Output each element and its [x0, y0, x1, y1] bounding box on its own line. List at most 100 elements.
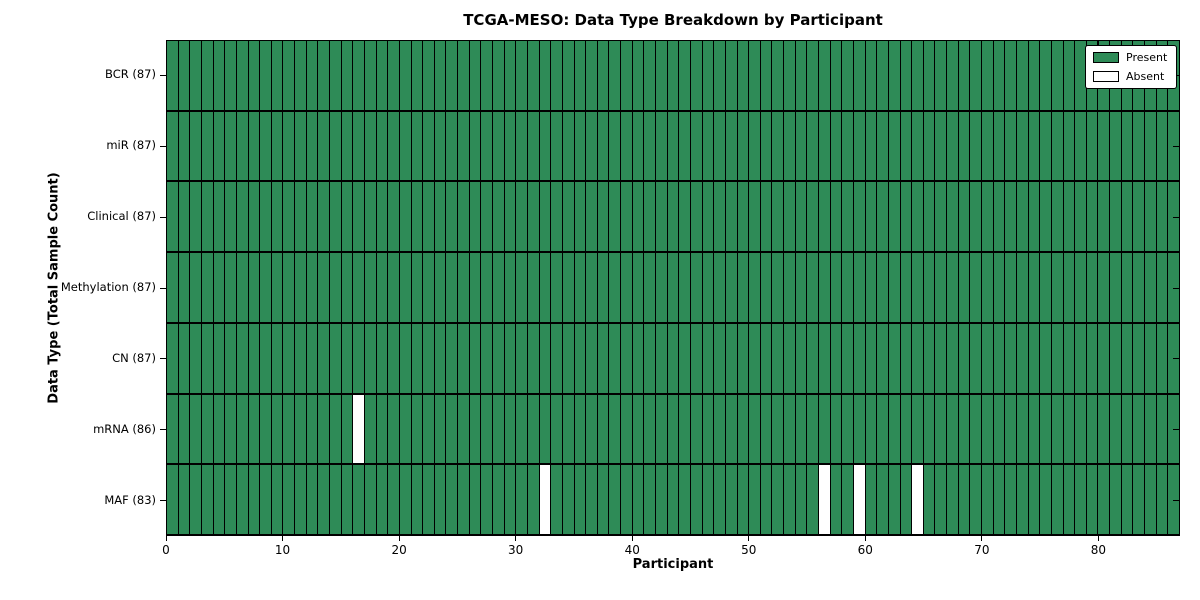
matrix-cell [248, 182, 260, 252]
matrix-cell [399, 41, 411, 110]
matrix-cell [213, 111, 225, 181]
matrix-cell [399, 182, 411, 252]
matrix-cell [504, 394, 516, 464]
matrix-cell [1028, 182, 1040, 252]
matrix-cell [504, 465, 516, 534]
matrix-cell [353, 182, 364, 252]
matrix-cell [248, 253, 260, 322]
matrix-cell [725, 465, 737, 534]
matrix-cell [167, 182, 178, 252]
matrix-cell [330, 323, 341, 393]
matrix-cell [1121, 465, 1133, 534]
matrix-cell [970, 323, 982, 393]
matrix-cell [1028, 111, 1040, 181]
matrix-cell [982, 394, 993, 464]
matrix-cell [912, 394, 923, 464]
matrix-cell [236, 253, 248, 322]
y-tick-mark [160, 500, 166, 502]
x-tick-mark [282, 536, 284, 541]
matrix-cell [1040, 41, 1051, 110]
matrix-cell [225, 182, 236, 252]
matrix-cell [737, 323, 749, 393]
matrix-cell [807, 253, 819, 322]
y-tick-mark [160, 429, 166, 431]
matrix-cell [853, 41, 865, 110]
matrix-cell [679, 182, 690, 252]
matrix-cell [1110, 394, 1121, 464]
matrix-cell [830, 182, 842, 252]
matrix-cell [784, 323, 795, 393]
matrix-cell [784, 41, 795, 110]
matrix-cell [295, 323, 306, 393]
matrix-cell [912, 41, 923, 110]
matrix-cell [923, 394, 935, 464]
matrix-cell [877, 323, 888, 393]
matrix-cell [434, 323, 446, 393]
matrix-cell [527, 111, 539, 181]
x-top-tick-mark [165, 41, 167, 45]
matrix-cell [318, 41, 329, 110]
matrix-cell [760, 41, 772, 110]
matrix-cell [1028, 41, 1040, 110]
matrix-cell [877, 465, 888, 534]
matrix-cell [958, 394, 970, 464]
matrix-cell [714, 41, 725, 110]
presence-matrix [167, 41, 1179, 534]
matrix-cell [888, 323, 900, 393]
matrix-cell [749, 253, 760, 322]
matrix-cell [411, 253, 423, 322]
matrix-cell [714, 253, 725, 322]
matrix-cell [958, 253, 970, 322]
matrix-cell [1040, 253, 1051, 322]
matrix-cell [702, 41, 714, 110]
matrix-cell [1098, 465, 1110, 534]
x-top-tick-mark [282, 41, 284, 45]
matrix-cell [539, 41, 551, 110]
matrix-cell [539, 465, 551, 534]
matrix-cell [574, 182, 586, 252]
legend: Present Absent [1085, 45, 1177, 89]
matrix-cell [167, 111, 178, 181]
matrix-cell [527, 41, 539, 110]
matrix-cell [667, 111, 679, 181]
matrix-cell [947, 111, 958, 181]
matrix-cell [597, 182, 609, 252]
matrix-cell [271, 394, 283, 464]
matrix-cell [446, 182, 458, 252]
matrix-cell [190, 182, 201, 252]
matrix-cell [1145, 182, 1156, 252]
matrix-cell [795, 41, 807, 110]
matrix-cell [562, 465, 574, 534]
matrix-cell [888, 253, 900, 322]
matrix-cell [283, 41, 295, 110]
matrix-cell [330, 41, 341, 110]
x-top-tick-mark [398, 41, 400, 45]
present-swatch-icon [1093, 52, 1119, 63]
matrix-cell [982, 41, 993, 110]
matrix-cell [958, 111, 970, 181]
matrix-cell [201, 394, 213, 464]
matrix-cell [1086, 394, 1098, 464]
matrix-cell [947, 323, 958, 393]
matrix-cell [469, 465, 481, 534]
matrix-cell [236, 41, 248, 110]
matrix-cell [236, 465, 248, 534]
matrix-cell [1063, 253, 1075, 322]
matrix-cell [1086, 465, 1098, 534]
matrix-cell [702, 465, 714, 534]
matrix-cell [341, 323, 353, 393]
matrix-cell [1051, 465, 1063, 534]
matrix-cell [749, 323, 760, 393]
matrix-cell [597, 253, 609, 322]
matrix-cell [690, 111, 702, 181]
y-right-tick-mark [1173, 358, 1179, 360]
matrix-cell [1121, 111, 1133, 181]
y-right-tick-mark [1173, 429, 1179, 431]
matrix-cell [213, 41, 225, 110]
matrix-cell [632, 253, 644, 322]
matrix-cell [737, 182, 749, 252]
matrix-cell [760, 253, 772, 322]
matrix-cell [318, 323, 329, 393]
matrix-cell [504, 323, 516, 393]
matrix-cell [388, 323, 399, 393]
